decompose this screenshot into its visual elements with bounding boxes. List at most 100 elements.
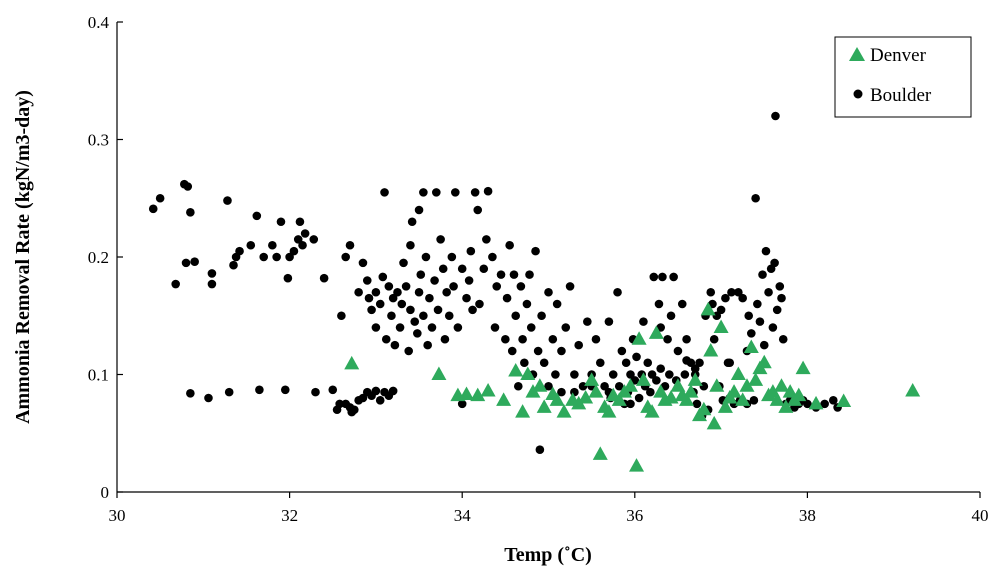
boulder-point bbox=[335, 399, 344, 409]
denver-point bbox=[756, 354, 772, 369]
denver-point bbox=[808, 395, 824, 410]
boulder-point bbox=[561, 323, 571, 332]
y-tick-label: 0.1 bbox=[88, 366, 109, 385]
boulder-point bbox=[186, 208, 195, 217]
boulder-point bbox=[758, 270, 767, 279]
boulder-point bbox=[381, 334, 391, 344]
boulder-point bbox=[502, 293, 512, 303]
denver-point bbox=[743, 339, 759, 353]
boulder-point bbox=[328, 385, 338, 395]
boulder-point bbox=[447, 252, 457, 262]
boulder-point bbox=[293, 235, 303, 244]
boulder-point bbox=[646, 387, 655, 397]
boulder-point bbox=[643, 358, 653, 368]
boulder-point bbox=[516, 282, 526, 291]
boulder-point bbox=[490, 323, 500, 332]
boulder-point bbox=[716, 305, 726, 315]
legend: Denver Boulder bbox=[834, 36, 972, 118]
boulder-point bbox=[246, 240, 256, 250]
boulder-point bbox=[479, 264, 489, 274]
boulder-point bbox=[354, 287, 363, 297]
boulder-point bbox=[413, 329, 422, 338]
boulder-point bbox=[771, 111, 780, 121]
boulder-point bbox=[649, 272, 659, 282]
boulder-point bbox=[654, 299, 664, 309]
boulder-point bbox=[421, 252, 431, 262]
boulder-point bbox=[423, 340, 432, 350]
denver-point bbox=[592, 446, 608, 460]
boulder-point bbox=[626, 370, 635, 379]
boulder-point bbox=[419, 188, 428, 197]
x-axis-ticks: 30 32 34 36 38 40 bbox=[109, 492, 989, 525]
denver-point bbox=[459, 386, 475, 400]
boulder-point bbox=[171, 279, 180, 289]
boulder-point bbox=[721, 293, 730, 303]
boulder-point bbox=[557, 387, 566, 397]
boulder-point bbox=[600, 381, 609, 391]
denver-point bbox=[344, 355, 360, 370]
boulder-point bbox=[725, 358, 735, 368]
boulder-point bbox=[440, 334, 450, 344]
boulder-point bbox=[632, 352, 641, 362]
boulder-point bbox=[300, 229, 310, 238]
boulder-point bbox=[259, 252, 269, 262]
boulder-point bbox=[820, 399, 829, 409]
denver-point bbox=[536, 399, 552, 413]
legend-denver-marker bbox=[849, 47, 865, 61]
denver-point bbox=[470, 387, 486, 402]
boulder-point bbox=[393, 287, 402, 297]
y-tick-label: 0.2 bbox=[88, 248, 109, 267]
boulder-point bbox=[387, 311, 396, 321]
boulder-point bbox=[772, 305, 782, 315]
denver-point bbox=[905, 382, 921, 397]
boulder-point bbox=[466, 246, 476, 256]
boulder-point bbox=[148, 204, 158, 214]
denver-point bbox=[795, 360, 811, 375]
denver-point bbox=[774, 378, 790, 392]
boulder-point bbox=[155, 193, 165, 203]
boulder-point bbox=[777, 293, 786, 303]
boulder-point bbox=[652, 376, 661, 385]
boulder-point bbox=[438, 264, 448, 274]
boulder-point bbox=[367, 305, 376, 315]
denver-point bbox=[480, 382, 496, 397]
boulder-point bbox=[432, 188, 441, 197]
denver-point bbox=[739, 378, 755, 392]
denver-point bbox=[515, 404, 531, 418]
boulder-point bbox=[669, 272, 678, 282]
boulder-point bbox=[309, 235, 319, 244]
boulder-point bbox=[647, 370, 657, 379]
boulder-point bbox=[457, 264, 467, 274]
boulder-point bbox=[399, 258, 408, 268]
denver-point bbox=[648, 325, 664, 339]
boulder-point bbox=[190, 257, 199, 267]
boulder-point bbox=[533, 346, 543, 356]
boulder-point bbox=[548, 334, 558, 344]
boulder-point bbox=[692, 399, 702, 409]
boulder-point bbox=[457, 399, 467, 409]
boulder-point bbox=[462, 293, 471, 303]
boulder-point bbox=[390, 340, 400, 350]
boulder-point bbox=[526, 323, 536, 332]
boulder-point bbox=[406, 305, 415, 315]
boulder-point bbox=[378, 272, 388, 282]
boulder-point bbox=[388, 293, 398, 303]
denver-point bbox=[622, 378, 638, 392]
boulder-point bbox=[375, 396, 385, 405]
boulder-point bbox=[410, 317, 420, 326]
boulder-point bbox=[639, 317, 648, 326]
boulder-point bbox=[295, 217, 305, 227]
boulder-point bbox=[520, 358, 529, 368]
boulder-point bbox=[207, 269, 217, 278]
boulder-point bbox=[337, 311, 346, 321]
denver-point bbox=[549, 392, 565, 406]
denver-point bbox=[703, 343, 719, 357]
boulder-point bbox=[488, 252, 497, 262]
denver-point bbox=[588, 384, 604, 398]
boulder-point bbox=[473, 205, 483, 215]
denver-point bbox=[709, 378, 725, 392]
x-tick-label: 34 bbox=[454, 506, 472, 525]
denver-point bbox=[629, 458, 645, 472]
y-tick-label: 0 bbox=[101, 483, 110, 502]
boulder-point bbox=[531, 246, 540, 256]
